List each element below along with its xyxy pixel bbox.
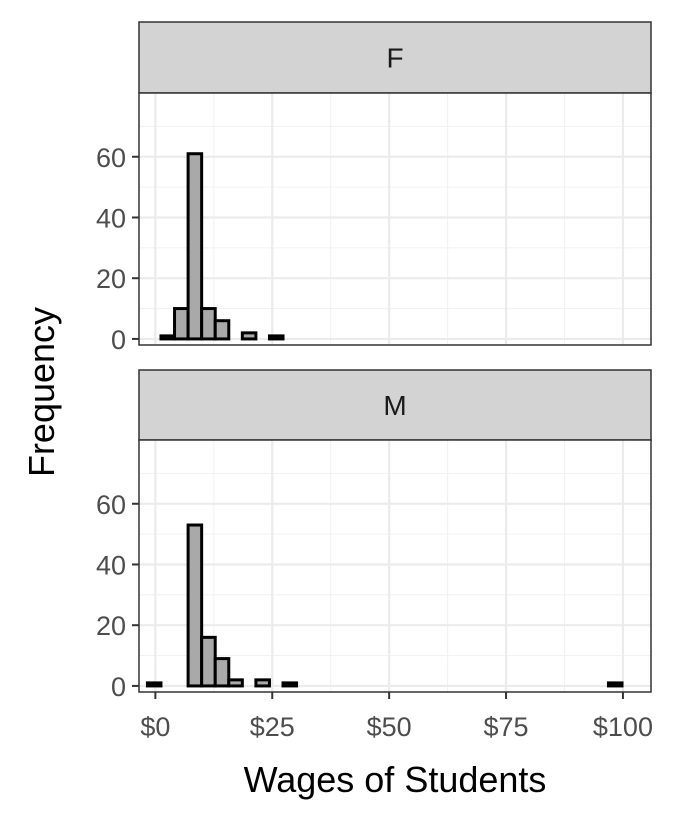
panels-layer: F 0 20 40 60 M 0 20 40 60 <box>96 21 652 702</box>
histogram-bar <box>145 681 163 688</box>
panel-border <box>138 92 652 346</box>
x-axis-title: Wages of Students <box>244 759 547 800</box>
histogram-bar <box>173 307 190 341</box>
y-axis-title: Frequency <box>21 307 62 477</box>
plot-area <box>139 440 651 692</box>
y-tick-label: 40 <box>96 550 126 580</box>
histogram-bar <box>267 334 285 341</box>
x-tick-label: $0 <box>140 712 170 742</box>
facet-panel-m: M 0 20 40 60 <box>96 369 652 702</box>
y-tick-label: 20 <box>96 264 126 294</box>
x-tick-label: $25 <box>250 712 295 742</box>
histogram-bar <box>200 635 217 688</box>
facet-strip <box>138 369 652 441</box>
histogram-bar <box>213 657 231 688</box>
gridlines <box>139 440 651 692</box>
x-axis: $0 $25 $50 $75 $100 <box>140 692 653 742</box>
histogram-bar <box>227 678 244 688</box>
histogram-bar <box>606 681 624 688</box>
y-tick-label: 0 <box>111 672 126 702</box>
facet-strip-label: M <box>383 390 406 421</box>
histogram-bar <box>186 523 204 688</box>
y-tick-label: 0 <box>111 325 126 355</box>
histogram-bar <box>159 334 177 341</box>
histogram-bar <box>240 331 258 341</box>
x-tick-label: $50 <box>367 712 412 742</box>
facet-strip-label: F <box>386 43 403 74</box>
histogram-bar <box>200 307 217 341</box>
facet-panel-f: F 0 20 40 60 <box>96 21 652 355</box>
gridlines <box>139 93 651 345</box>
y-tick-label: 40 <box>96 203 126 233</box>
plot-area <box>139 93 651 345</box>
y-tick-label: 60 <box>96 143 126 173</box>
x-tick-label: $75 <box>484 712 529 742</box>
histogram-bar <box>213 319 231 341</box>
x-tick-label: $100 <box>593 712 653 742</box>
histogram-bars <box>159 152 285 341</box>
histogram-bars <box>145 523 624 688</box>
histogram-bar <box>254 678 271 688</box>
y-tick-label: 60 <box>96 490 126 520</box>
histogram-bar <box>186 152 204 341</box>
y-axis: 0 20 40 60 <box>96 490 139 702</box>
panel-border <box>138 439 652 693</box>
histogram-bar <box>281 681 299 688</box>
y-axis: 0 20 40 60 <box>96 143 139 355</box>
facet-strip <box>138 21 652 94</box>
y-tick-label: 20 <box>96 611 126 641</box>
